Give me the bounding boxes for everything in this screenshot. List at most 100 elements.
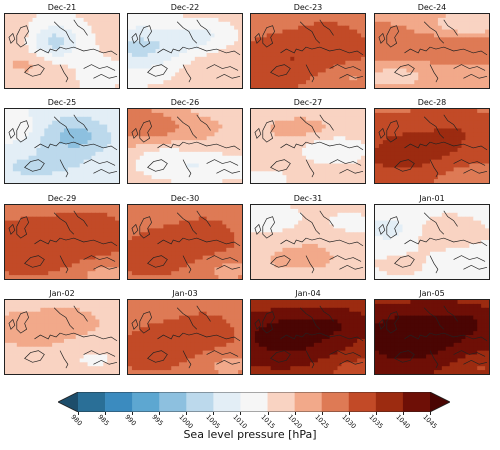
coastline: [8, 318, 16, 330]
colorbar-tick-mark: [159, 412, 161, 415]
coastline: [34, 237, 118, 247]
coastline: [216, 264, 241, 270]
coastline: [24, 159, 45, 172]
colorbar-segment: [159, 392, 187, 412]
pressure-map: [127, 108, 243, 184]
colorbar-tick-mark: [321, 412, 323, 415]
colorbar-segment: [105, 392, 133, 412]
colorbar-segment: [78, 392, 106, 412]
coastline: [394, 159, 415, 172]
colorbar-tick-mark: [132, 412, 134, 415]
colorbar-tick-mark: [267, 412, 269, 415]
coastline: [24, 64, 45, 77]
coastline: [83, 255, 116, 262]
coastline: [378, 32, 386, 44]
coastline: [386, 120, 399, 143]
coastline: [453, 159, 486, 166]
coastline: [378, 223, 386, 235]
coastline: [394, 255, 415, 268]
coastline: [443, 210, 458, 227]
coastline: [254, 223, 262, 235]
pressure-map: [250, 108, 366, 184]
coastline: [443, 305, 458, 322]
pressure-map: [374, 299, 490, 375]
colorbar-tick-label: 980: [69, 413, 84, 428]
coastline: [378, 127, 386, 139]
coastline: [386, 216, 399, 239]
coastline: [176, 21, 198, 44]
pressure-field: [5, 300, 119, 374]
pressure-map: [250, 204, 366, 280]
coastline: [280, 332, 364, 342]
coastline: [319, 305, 334, 322]
pressure-field: [375, 14, 489, 88]
map-panel: Dec-27: [250, 97, 366, 184]
map-panel: Dec-21: [4, 2, 120, 89]
coastline: [176, 212, 198, 235]
map-panel: Jan-01: [374, 193, 490, 280]
panel-date-title: Dec-24: [417, 3, 447, 12]
coastline: [93, 359, 118, 365]
coastline: [429, 159, 439, 178]
coastline: [453, 64, 486, 71]
panel-date-title: Dec-21: [47, 3, 77, 12]
coastline: [16, 25, 29, 48]
coastline: [196, 210, 211, 227]
coastline: [305, 159, 315, 178]
pressure-map: [250, 299, 366, 375]
coastline: [24, 255, 45, 268]
coastline: [131, 32, 139, 44]
colorbar-tick-mark: [294, 412, 296, 415]
panel-date-title: Jan-01: [419, 194, 445, 203]
pressure-map: [127, 13, 243, 89]
coastline: [319, 210, 334, 227]
colorbar-segment: [267, 392, 295, 412]
coastline: [378, 318, 386, 330]
coastline: [182, 159, 192, 178]
coastline: [206, 64, 239, 71]
colorbar-segment: [348, 392, 377, 412]
coastline: [16, 120, 29, 143]
panel-date-title: Dec-26: [170, 98, 200, 107]
coastline: [206, 159, 239, 166]
pressure-map: [4, 13, 120, 89]
coastline: [262, 120, 275, 143]
map-panel: Jan-03: [127, 288, 243, 375]
coastline: [53, 116, 75, 139]
pressure-field: [128, 300, 242, 374]
colorbar-tick-mark: [105, 412, 107, 415]
coastline: [329, 159, 362, 166]
coastline: [329, 64, 362, 71]
panel-date-title: Dec-29: [47, 194, 77, 203]
panel-date-title: Dec-28: [417, 98, 447, 107]
pressure-field: [128, 109, 242, 183]
coastline: [196, 19, 211, 36]
coastline: [319, 114, 334, 131]
map-panel: Jan-04: [250, 288, 366, 375]
coastline: [73, 114, 88, 131]
coastline: [463, 359, 488, 365]
panel-date-title: Dec-25: [47, 98, 77, 107]
colorbar-tick-mark: [186, 412, 188, 415]
coastline: [429, 64, 439, 83]
colorbar-segment: [402, 392, 431, 412]
coastline: [147, 159, 168, 172]
coastline: [394, 64, 415, 77]
map-panel: Jan-05: [374, 288, 490, 375]
map-panel: Dec-23: [250, 2, 366, 89]
coastline: [404, 46, 488, 56]
colorbar-tick-label: 995: [150, 413, 166, 428]
coastline: [453, 350, 486, 357]
coastline: [182, 255, 192, 274]
coastline: [59, 255, 69, 274]
colorbar-segment: [375, 392, 404, 412]
coastline: [157, 237, 241, 247]
coastline: [339, 359, 364, 365]
coastline: [8, 127, 16, 139]
coastline: [16, 311, 29, 334]
colorbar-segment: [213, 392, 241, 412]
coastline: [53, 212, 75, 235]
coastline: [280, 141, 364, 151]
coastline: [404, 141, 488, 151]
coastline: [216, 359, 241, 365]
